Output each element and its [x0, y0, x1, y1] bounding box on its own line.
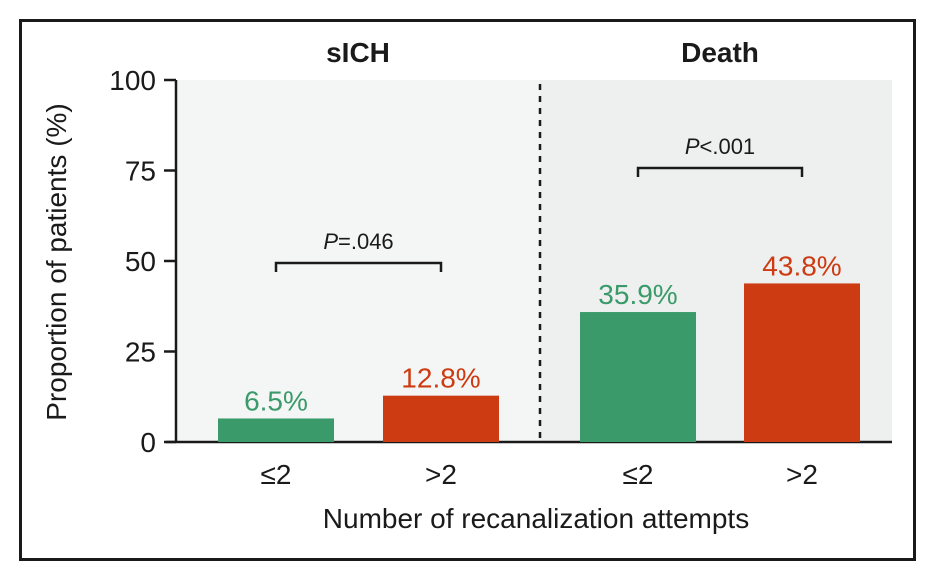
panel-background-sich: [176, 80, 540, 442]
x-tick-label: ≤2: [261, 459, 292, 490]
pvalue-bracket: [636, 166, 804, 177]
bar-value-label: 12.8%: [401, 363, 480, 394]
bar-sich-le2: [218, 418, 334, 442]
bar-sich-gt2: [383, 395, 499, 442]
bar-death-le2: [580, 312, 696, 442]
bars-group: 6.5% ≤2 12.8% >2 35.9% ≤2 43.8% >2: [218, 250, 860, 490]
y-axis-ticks: 0 25 50 75 100: [109, 65, 176, 458]
y-tick-label: 0: [140, 427, 156, 458]
x-axis-label: Number of recanalization attempts: [323, 503, 749, 534]
bar-death-gt2: [744, 283, 860, 442]
bar-value-label: 43.8%: [762, 250, 841, 281]
y-tick-label: 50: [125, 246, 156, 277]
panel-title-sich: sICH: [326, 37, 390, 68]
y-tick-label: 100: [109, 65, 156, 96]
y-tick-label: 75: [125, 156, 156, 187]
pvalue-brackets: P=.046 P<.001: [274, 134, 804, 272]
x-tick-label: >2: [786, 459, 818, 490]
x-tick-label: ≤2: [623, 459, 654, 490]
y-axis-label: Proportion of patients (%): [41, 103, 72, 421]
pvalue-label: P<.001: [685, 134, 755, 159]
pvalue-bracket: [274, 261, 443, 272]
x-tick-label: >2: [425, 459, 457, 490]
pvalue-label: P=.046: [323, 229, 393, 254]
bar-value-label: 35.9%: [598, 279, 677, 310]
y-tick-label: 25: [125, 337, 156, 368]
panel-title-death: Death: [681, 37, 759, 68]
bar-value-label: 6.5%: [244, 385, 308, 416]
